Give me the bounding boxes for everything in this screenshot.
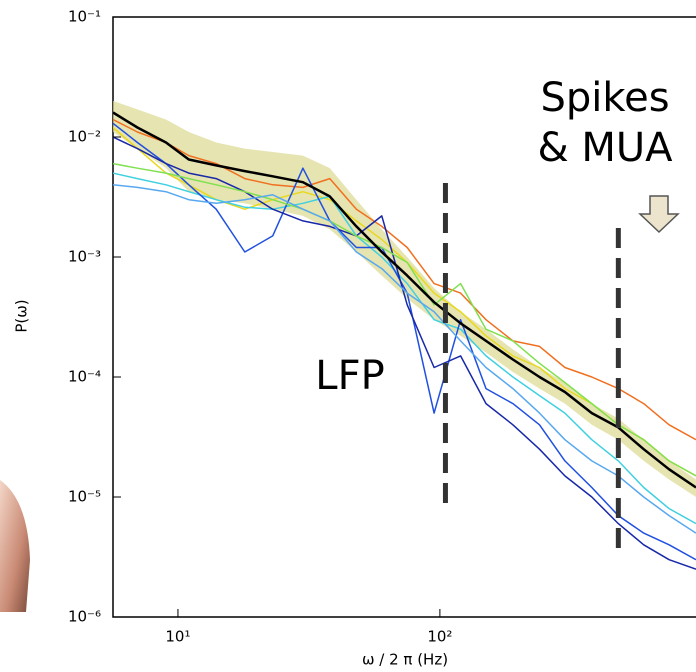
spectrum-line (113, 162, 696, 477)
y-axis-label: P(ω) (13, 299, 31, 332)
x-tick-label: 10² (427, 628, 452, 646)
x-tick-label: 10¹ (165, 628, 190, 646)
annotation: Spikes (540, 75, 669, 121)
mean-line (113, 111, 696, 489)
spectrum-line (113, 118, 696, 441)
plot-area (113, 100, 696, 570)
axes: 10⁻¹ 10⁻² 10⁻³ 10⁻⁴ 10⁻⁵ 10⁻⁶ 10¹ 10² (68, 8, 452, 646)
spectrum-line (113, 172, 696, 525)
plot-frame (112, 16, 696, 618)
arrow-icon (638, 195, 680, 234)
spectrum-line (113, 184, 696, 534)
annotation: & MUA (537, 125, 673, 171)
annotation: LFP (315, 353, 384, 399)
x-axis-label: ω / 2 π (Hz) (362, 651, 448, 669)
y-tick-label: 10⁻⁶ (68, 608, 101, 626)
y-tick-label: 10⁻⁵ (68, 488, 101, 506)
spectrum-line (113, 136, 696, 570)
y-tick-label: 10⁻¹ (68, 8, 101, 26)
y-tick-label: 10⁻⁴ (68, 368, 101, 386)
y-tick-label: 10⁻³ (68, 248, 101, 266)
photo-fragment (0, 480, 30, 612)
y-tick-label: 10⁻² (68, 128, 101, 146)
